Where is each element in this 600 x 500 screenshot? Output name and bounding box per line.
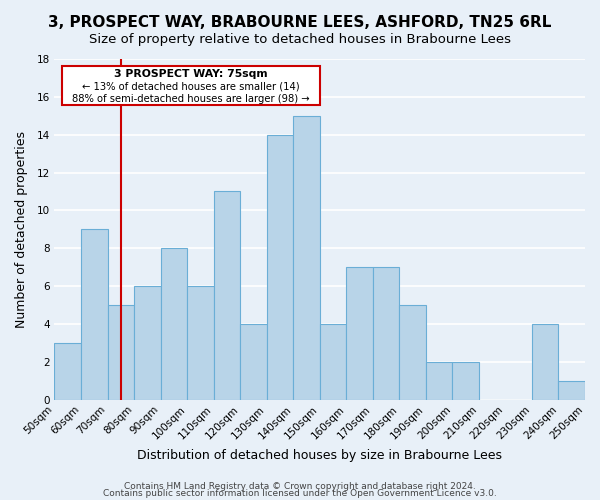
Text: 3 PROSPECT WAY: 75sqm: 3 PROSPECT WAY: 75sqm [114,70,268,80]
Bar [320,324,346,400]
Text: 88% of semi-detached houses are larger (98) →: 88% of semi-detached houses are larger (… [72,94,310,104]
Bar [187,286,214,400]
Bar [400,305,426,400]
Bar [134,286,161,400]
Bar [240,324,266,400]
Text: Size of property relative to detached houses in Brabourne Lees: Size of property relative to detached ho… [89,32,511,46]
Text: ← 13% of detached houses are smaller (14): ← 13% of detached houses are smaller (14… [82,82,300,92]
Bar [559,380,585,400]
Bar [373,267,400,400]
Text: Contains HM Land Registry data © Crown copyright and database right 2024.: Contains HM Land Registry data © Crown c… [124,482,476,491]
Text: 3, PROSPECT WAY, BRABOURNE LEES, ASHFORD, TN25 6RL: 3, PROSPECT WAY, BRABOURNE LEES, ASHFORD… [49,15,551,30]
Bar [346,267,373,400]
Bar [55,343,81,400]
Bar [107,305,134,400]
Y-axis label: Number of detached properties: Number of detached properties [15,131,28,328]
FancyBboxPatch shape [62,66,320,106]
Text: Contains public sector information licensed under the Open Government Licence v3: Contains public sector information licen… [103,489,497,498]
Bar [532,324,559,400]
Bar [161,248,187,400]
X-axis label: Distribution of detached houses by size in Brabourne Lees: Distribution of detached houses by size … [137,450,502,462]
Bar [426,362,452,400]
Bar [452,362,479,400]
Bar [214,192,240,400]
Bar [266,134,293,400]
Bar [293,116,320,400]
Bar [81,230,107,400]
